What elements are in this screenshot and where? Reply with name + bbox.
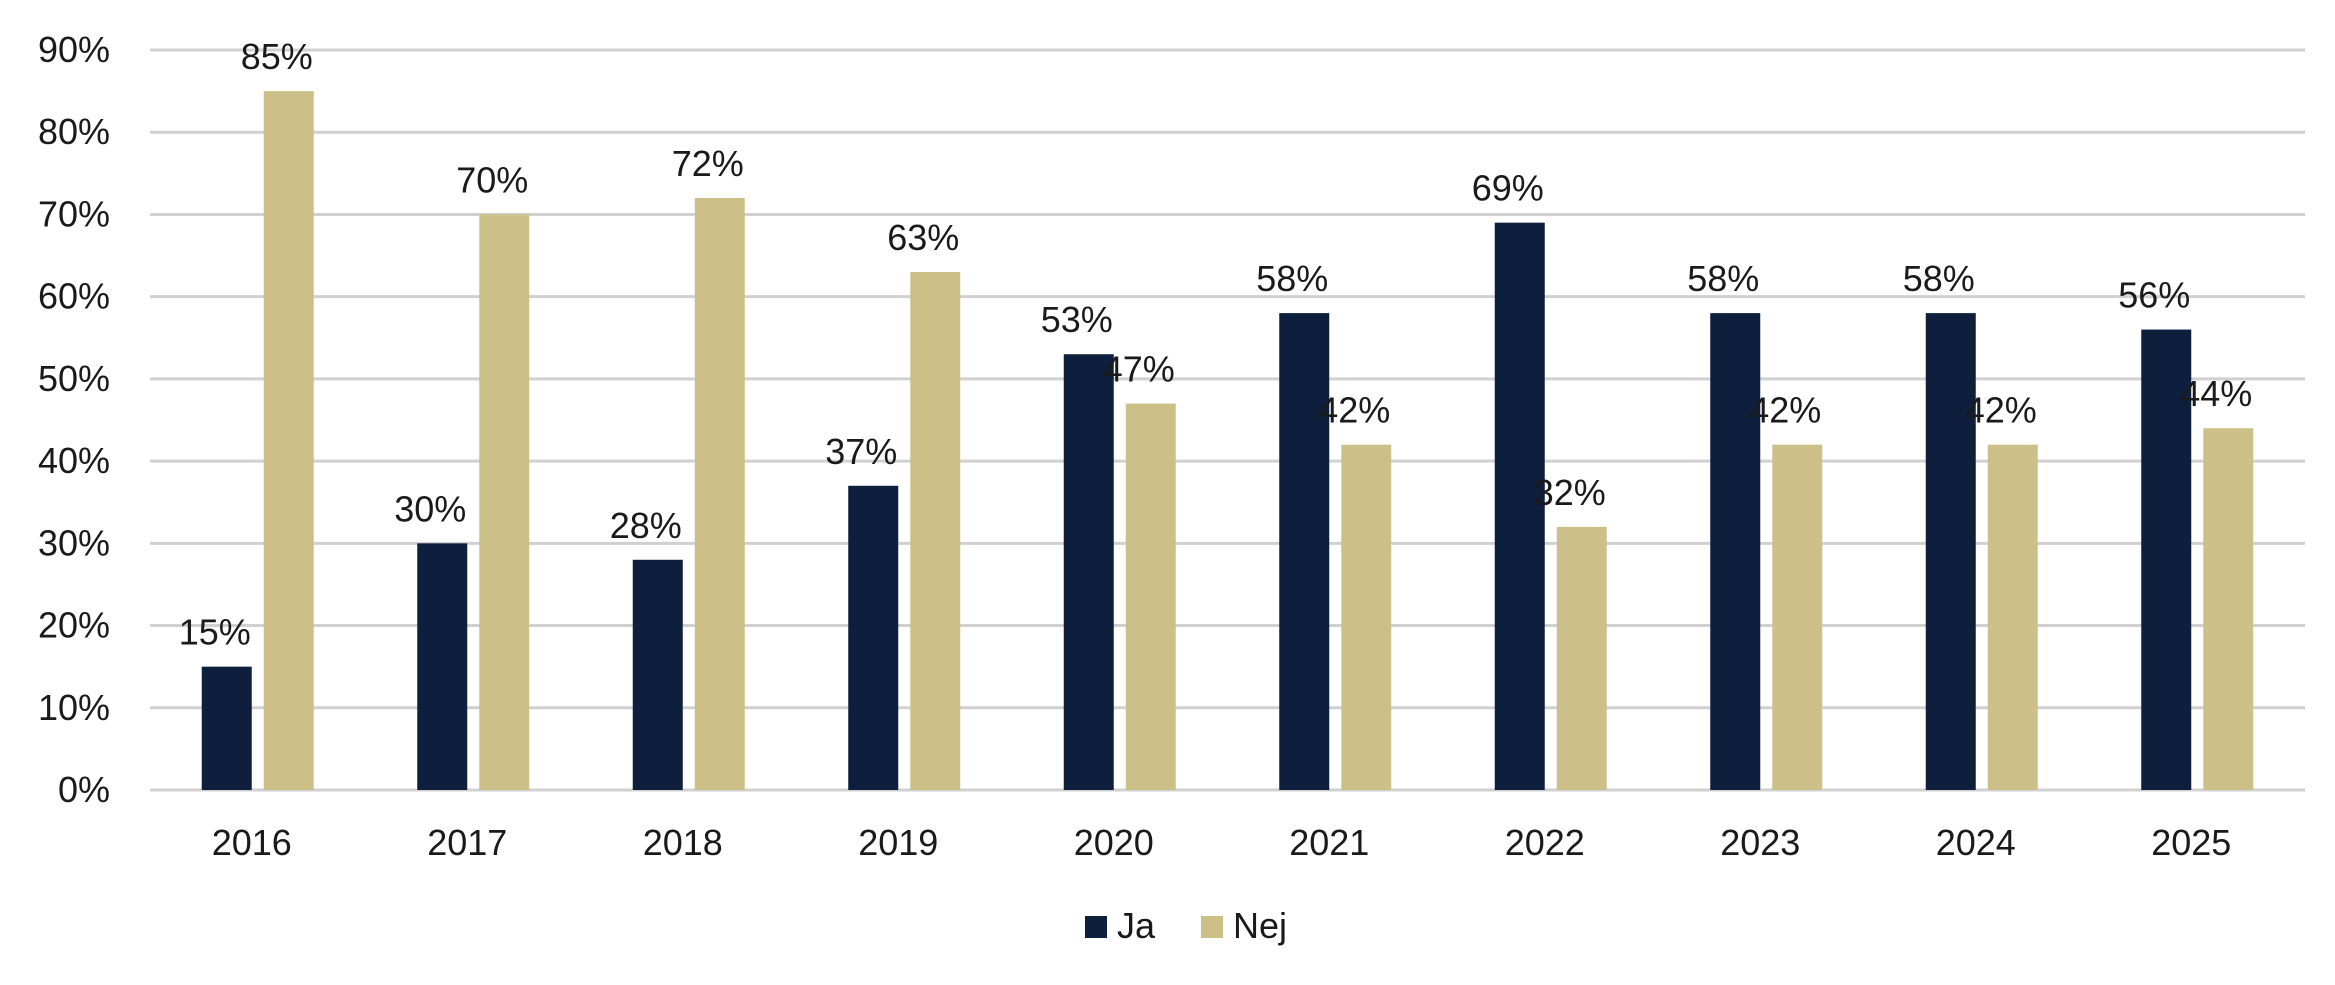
x-tick-label-2020: 2020 (1074, 822, 1154, 863)
data-label-ja-2016: 15% (179, 612, 251, 653)
bar-ja-2025 (2141, 329, 2192, 790)
bar-nej-2025 (2203, 428, 2254, 790)
data-label-ja-2020: 53% (1041, 299, 1113, 340)
bar-ja-2018 (632, 559, 683, 790)
x-tick-label-2016: 2016 (212, 822, 292, 863)
data-label-nej-2018: 72% (672, 143, 744, 184)
data-label-nej-2020: 47% (1103, 349, 1175, 390)
y-tick-label: 70% (38, 193, 110, 234)
y-tick-label: 20% (38, 605, 110, 646)
x-tick-label-2022: 2022 (1505, 822, 1585, 863)
bar-ja-2024 (1925, 313, 1976, 790)
bar-ja-2021 (1279, 313, 1330, 790)
data-label-ja-2024: 58% (1903, 258, 1975, 299)
data-label-nej-2022: 32% (1534, 472, 1606, 513)
data-label-nej-2025: 44% (2180, 373, 2252, 414)
y-tick-label: 50% (38, 358, 110, 399)
data-label-nej-2019: 63% (887, 217, 959, 258)
data-label-nej-2024: 42% (1965, 390, 2037, 431)
bar-nej-2023 (1772, 444, 1823, 790)
bar-nej-2021 (1341, 444, 1392, 790)
y-tick-label: 10% (38, 687, 110, 728)
bar-nej-2020 (1125, 403, 1176, 790)
bar-nej-2017 (479, 214, 530, 790)
y-tick-label: 90% (38, 29, 110, 70)
x-tick-label-2017: 2017 (427, 822, 507, 863)
x-tick-label-2025: 2025 (2151, 822, 2231, 863)
data-label-nej-2016: 85% (241, 36, 313, 77)
y-tick-label: 60% (38, 276, 110, 317)
y-tick-label: 30% (38, 522, 110, 563)
bar-nej-2018 (694, 198, 745, 790)
data-label-nej-2023: 42% (1749, 390, 1821, 431)
legend: Ja Nej (1085, 905, 1287, 946)
data-label-ja-2019: 37% (825, 431, 897, 472)
data-label-ja-2022: 69% (1472, 168, 1544, 209)
data-label-ja-2023: 58% (1687, 258, 1759, 299)
bar-ja-2020 (1063, 354, 1114, 790)
bar-nej-2024 (1987, 444, 2038, 790)
x-tick-label-2023: 2023 (1720, 822, 1800, 863)
x-tick-label-2024: 2024 (1936, 822, 2016, 863)
data-label-ja-2025: 56% (2118, 275, 2190, 316)
bar-ja-2023 (1710, 313, 1761, 790)
bar-ja-2022 (1494, 222, 1545, 790)
x-tick-label-2019: 2019 (858, 822, 938, 863)
bar-nej-2022 (1556, 526, 1607, 790)
bar-ja-2019 (848, 485, 899, 790)
legend-label-ja: Ja (1117, 905, 1156, 946)
data-label-nej-2017: 70% (456, 159, 528, 200)
data-label-nej-2021: 42% (1318, 390, 1390, 431)
bar-ja-2017 (417, 543, 468, 790)
bars: 15% 85% 30% 70% 28% 72% 37% 63% 53% 47% 58% 42% 69% 3… (179, 36, 2254, 791)
y-tick-label: 40% (38, 440, 110, 481)
y-tick-label: 0% (58, 769, 110, 810)
y-axis-ticks: 0% 10% 20% 30% 40% 50% 60% 70% 80% 90% (38, 29, 110, 810)
x-tick-label-2021: 2021 (1289, 822, 1369, 863)
bar-nej-2016 (263, 91, 314, 791)
bar-ja-2016 (201, 666, 252, 790)
legend-swatch-ja (1085, 916, 1107, 938)
data-label-ja-2021: 58% (1256, 258, 1328, 299)
bar-nej-2019 (910, 272, 961, 790)
x-tick-label-2018: 2018 (643, 822, 723, 863)
data-label-ja-2017: 30% (394, 488, 466, 529)
data-label-ja-2018: 28% (610, 505, 682, 546)
y-tick-label: 80% (38, 111, 110, 152)
legend-label-nej: Nej (1233, 905, 1287, 946)
legend-swatch-nej (1201, 916, 1223, 938)
x-axis-ticks: 2016 2017 2018 2019 2020 2021 2022 2023 2024 2025 (212, 822, 2232, 863)
